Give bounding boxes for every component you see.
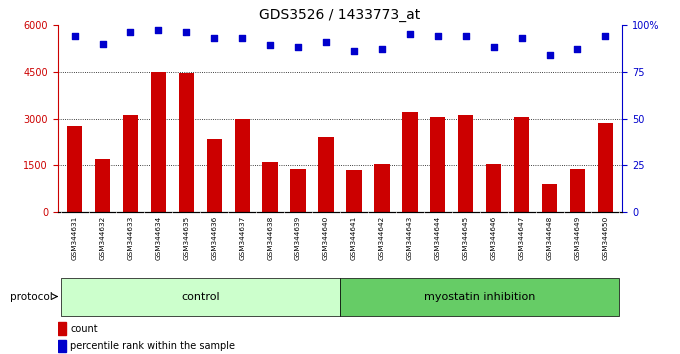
Text: GSM344650: GSM344650 <box>602 216 609 260</box>
Bar <box>61 278 340 316</box>
Text: GSM344634: GSM344634 <box>156 216 161 260</box>
Text: GSM344645: GSM344645 <box>462 216 469 260</box>
Text: protocol: protocol <box>10 291 53 302</box>
Text: GSM344644: GSM344644 <box>435 216 441 260</box>
Bar <box>318 137 334 212</box>
Bar <box>346 170 362 212</box>
Bar <box>570 169 585 212</box>
Text: GSM344632: GSM344632 <box>99 216 105 260</box>
Text: GSM344635: GSM344635 <box>184 216 189 260</box>
Bar <box>95 159 110 212</box>
Bar <box>290 169 306 212</box>
Text: GSM344637: GSM344637 <box>239 216 245 260</box>
Point <box>405 31 415 37</box>
Bar <box>123 115 138 212</box>
Point <box>209 35 220 41</box>
Bar <box>598 123 613 212</box>
Bar <box>235 119 250 212</box>
Text: GSM344646: GSM344646 <box>491 216 496 260</box>
Bar <box>542 184 557 212</box>
Bar <box>262 162 278 212</box>
Point <box>265 42 275 48</box>
Text: GSM344633: GSM344633 <box>127 216 133 260</box>
Text: GSM344642: GSM344642 <box>379 216 385 260</box>
Point <box>125 29 136 35</box>
Point <box>153 28 164 33</box>
Point <box>516 35 527 41</box>
Text: GSM344640: GSM344640 <box>323 216 329 260</box>
Text: control: control <box>181 291 220 302</box>
Point <box>544 52 555 58</box>
Point <box>488 45 499 50</box>
Bar <box>58 322 66 335</box>
Bar <box>430 117 445 212</box>
Bar <box>486 164 501 212</box>
Text: myostatin inhibition: myostatin inhibition <box>424 291 535 302</box>
Title: GDS3526 / 1433773_at: GDS3526 / 1433773_at <box>259 8 421 22</box>
Text: GSM344648: GSM344648 <box>547 216 553 260</box>
Point <box>349 48 360 54</box>
Point <box>460 33 471 39</box>
Point <box>292 45 303 50</box>
Bar <box>340 278 619 316</box>
Bar <box>67 126 82 212</box>
Point <box>97 41 108 46</box>
Bar <box>207 139 222 212</box>
Bar <box>58 340 66 352</box>
Point <box>377 46 388 52</box>
Bar <box>179 73 194 212</box>
Bar <box>458 115 473 212</box>
Point <box>572 46 583 52</box>
Point <box>320 39 331 45</box>
Bar <box>374 164 390 212</box>
Text: count: count <box>70 324 98 333</box>
Point <box>237 35 248 41</box>
Point <box>181 29 192 35</box>
Text: GSM344641: GSM344641 <box>351 216 357 260</box>
Text: GSM344638: GSM344638 <box>267 216 273 260</box>
Text: GSM344636: GSM344636 <box>211 216 218 260</box>
Bar <box>151 72 166 212</box>
Text: GSM344649: GSM344649 <box>575 216 581 260</box>
Point <box>432 33 443 39</box>
Text: GSM344631: GSM344631 <box>71 216 78 260</box>
Point <box>600 33 611 39</box>
Bar <box>514 117 529 212</box>
Text: percentile rank within the sample: percentile rank within the sample <box>70 341 235 351</box>
Text: GSM344647: GSM344647 <box>519 216 524 260</box>
Text: GSM344643: GSM344643 <box>407 216 413 260</box>
Text: GSM344639: GSM344639 <box>295 216 301 260</box>
Bar <box>402 112 418 212</box>
Point <box>69 33 80 39</box>
